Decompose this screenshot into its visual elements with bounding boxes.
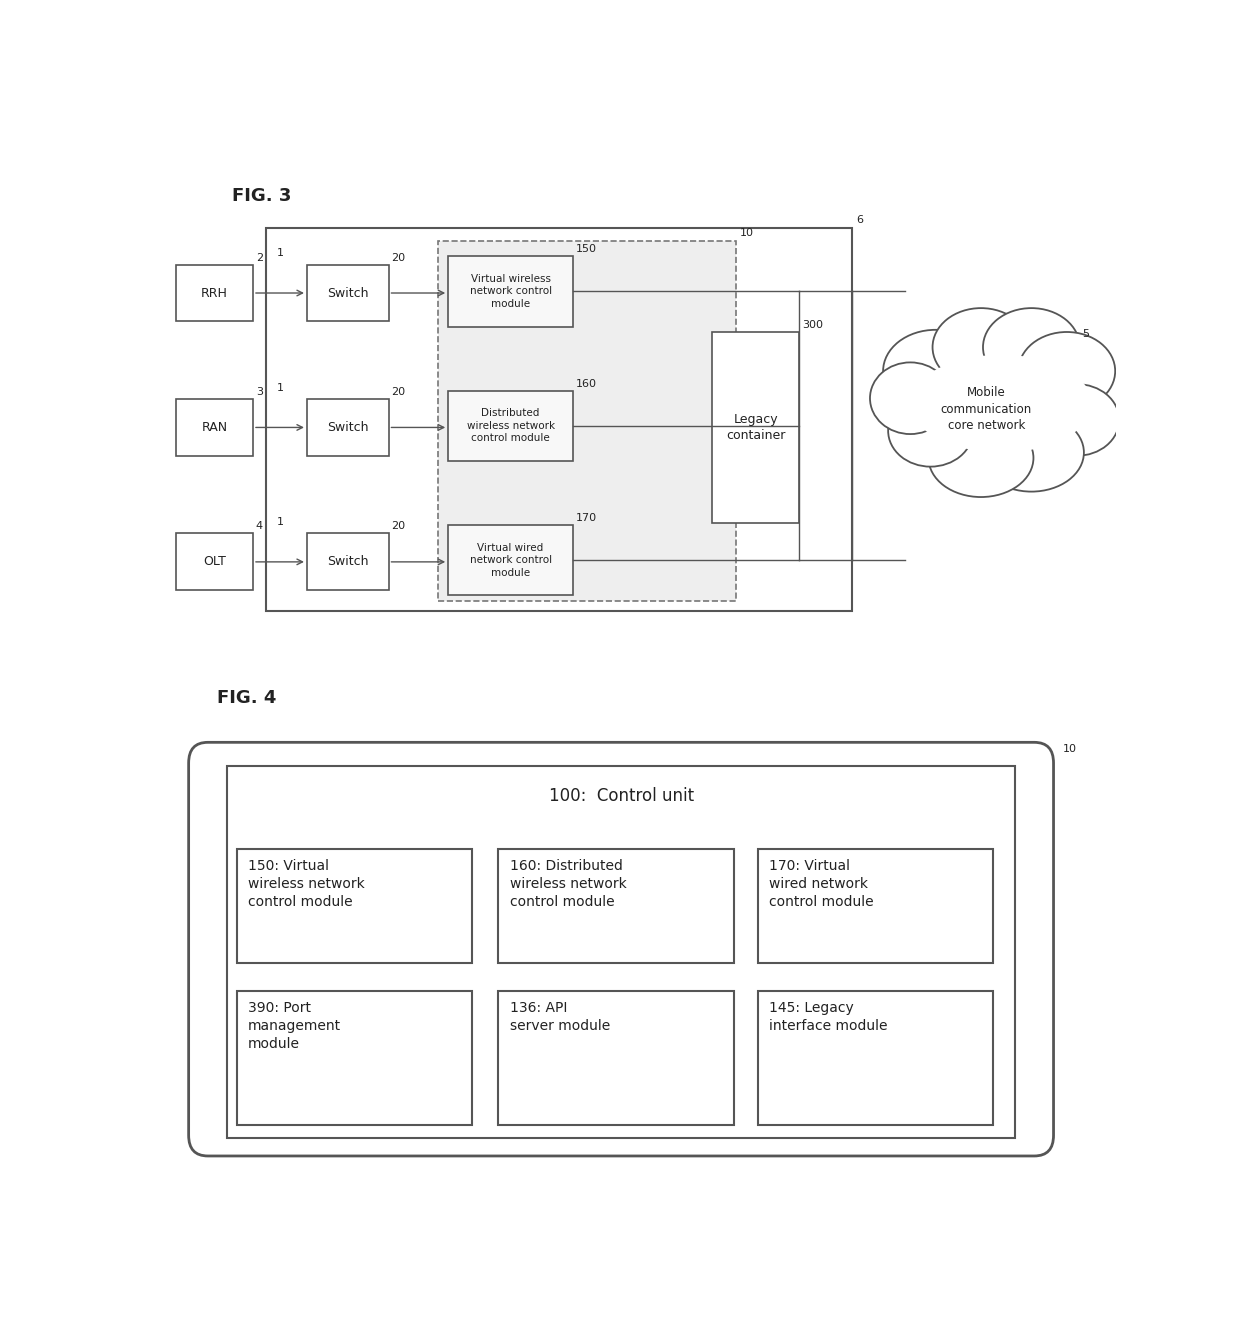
Text: 1: 1 — [277, 517, 284, 528]
Text: Switch: Switch — [327, 286, 368, 299]
FancyBboxPatch shape — [188, 743, 1054, 1156]
Text: 6: 6 — [857, 215, 863, 226]
Text: 5: 5 — [1083, 329, 1090, 338]
FancyBboxPatch shape — [758, 849, 993, 963]
Text: 100:  Control unit: 100: Control unit — [548, 787, 693, 804]
FancyBboxPatch shape — [176, 399, 253, 455]
Ellipse shape — [905, 349, 1107, 458]
Text: 20: 20 — [392, 387, 405, 398]
Ellipse shape — [888, 395, 973, 466]
FancyBboxPatch shape — [306, 533, 388, 591]
Text: 4: 4 — [255, 521, 263, 532]
FancyBboxPatch shape — [306, 399, 388, 455]
FancyBboxPatch shape — [176, 533, 253, 591]
Text: FIG. 3: FIG. 3 — [232, 187, 291, 205]
Text: 160: Distributed
wireless network
control module: 160: Distributed wireless network contro… — [510, 860, 626, 909]
Text: Virtual wired
network control
module: Virtual wired network control module — [470, 543, 552, 577]
Text: 10: 10 — [740, 228, 754, 238]
Text: 150: Virtual
wireless network
control module: 150: Virtual wireless network control mo… — [248, 860, 365, 909]
Text: 170: 170 — [575, 513, 596, 524]
FancyBboxPatch shape — [176, 265, 253, 321]
Ellipse shape — [870, 363, 951, 434]
FancyBboxPatch shape — [237, 991, 472, 1125]
Text: 2: 2 — [255, 252, 263, 262]
FancyBboxPatch shape — [265, 228, 852, 611]
FancyBboxPatch shape — [439, 240, 737, 600]
Text: Switch: Switch — [327, 420, 368, 434]
Text: RAN: RAN — [202, 420, 228, 434]
Ellipse shape — [978, 414, 1084, 492]
Text: 150: 150 — [575, 244, 596, 254]
Text: 160: 160 — [575, 379, 596, 388]
Ellipse shape — [1018, 332, 1115, 410]
Ellipse shape — [910, 355, 1092, 453]
Text: Virtual wireless
network control
module: Virtual wireless network control module — [470, 274, 552, 309]
Ellipse shape — [932, 308, 1029, 387]
FancyBboxPatch shape — [448, 525, 573, 595]
Text: RRH: RRH — [201, 286, 228, 299]
Text: Mobile
communication
core network: Mobile communication core network — [941, 387, 1032, 432]
Text: 390: Port
management
module: 390: Port management module — [248, 1001, 341, 1050]
FancyBboxPatch shape — [237, 849, 472, 963]
Text: 3: 3 — [255, 387, 263, 398]
FancyBboxPatch shape — [227, 766, 1016, 1139]
Text: Legacy
container: Legacy container — [725, 412, 785, 442]
Ellipse shape — [983, 308, 1080, 387]
Text: 20: 20 — [392, 521, 405, 532]
FancyBboxPatch shape — [712, 332, 799, 524]
Text: Switch: Switch — [327, 556, 368, 568]
Text: 300: 300 — [802, 320, 823, 330]
Text: OLT: OLT — [203, 556, 226, 568]
Text: 136: API
server module: 136: API server module — [510, 1001, 610, 1033]
Text: 20: 20 — [392, 252, 405, 262]
Ellipse shape — [929, 419, 1033, 497]
Text: Distributed
wireless network
control module: Distributed wireless network control mod… — [466, 408, 554, 443]
FancyBboxPatch shape — [448, 257, 573, 326]
Text: 1: 1 — [277, 248, 284, 258]
FancyBboxPatch shape — [758, 991, 993, 1125]
FancyBboxPatch shape — [306, 265, 388, 321]
Text: FIG. 4: FIG. 4 — [217, 689, 277, 706]
Ellipse shape — [1034, 384, 1120, 455]
FancyBboxPatch shape — [498, 991, 734, 1125]
Text: 170: Virtual
wired network
control module: 170: Virtual wired network control modul… — [769, 860, 874, 909]
Ellipse shape — [883, 330, 988, 412]
Text: 1: 1 — [277, 383, 284, 392]
Text: 145: Legacy
interface module: 145: Legacy interface module — [769, 1001, 888, 1033]
Text: 10: 10 — [1063, 744, 1078, 755]
FancyBboxPatch shape — [448, 391, 573, 461]
FancyBboxPatch shape — [498, 849, 734, 963]
